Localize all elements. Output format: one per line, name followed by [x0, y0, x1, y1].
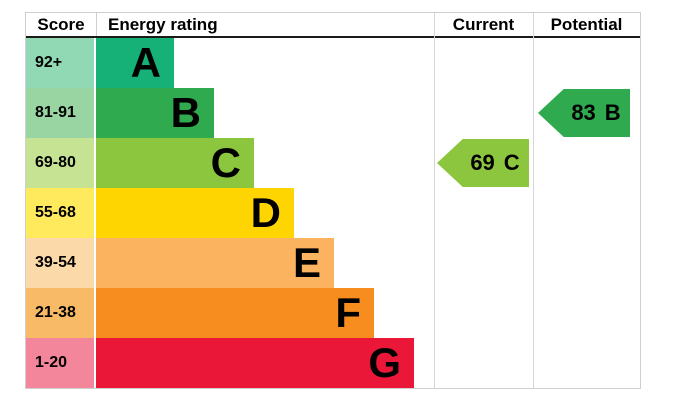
- score-range-label: 21-38: [26, 288, 94, 338]
- score-range-label: 92+: [26, 38, 94, 88]
- band-row-c: 69-80 C: [26, 138, 640, 188]
- potential-value: 83: [571, 100, 596, 125]
- band-bar-f: F: [96, 288, 374, 338]
- energy-rating-header: Energy rating: [108, 15, 218, 34]
- band-row-b: 81-91 B: [26, 88, 640, 138]
- energy-bands: 92+ A 81-91 B 69-80 C 55-68 D 39-54 E 21-38 F 1-20 G: [26, 38, 640, 388]
- score-range-label: 39-54: [26, 238, 94, 288]
- current-value: 69: [470, 150, 495, 175]
- score-range-label: 1-20: [26, 338, 94, 388]
- potential-header: Potential: [550, 15, 623, 34]
- potential-band-letter: B: [604, 100, 621, 125]
- band-bar-a: A: [96, 38, 174, 88]
- band-row-a: 92+ A: [26, 38, 640, 88]
- band-bar-c: C: [96, 138, 254, 188]
- column-divider-potential: [533, 13, 534, 388]
- header-divider: [96, 13, 97, 36]
- band-row-g: 1-20 G: [26, 338, 640, 388]
- epc-rating-chart: Score Energy rating Current Potential 92…: [25, 12, 641, 389]
- score-header: Score: [37, 15, 85, 34]
- band-row-f: 21-38 F: [26, 288, 640, 338]
- band-bar-e: E: [96, 238, 334, 288]
- current-band-letter: C: [503, 150, 520, 175]
- band-bar-d: D: [96, 188, 294, 238]
- score-range-label: 81-91: [26, 88, 94, 138]
- score-range-label: 69-80: [26, 138, 94, 188]
- header-row: Score Energy rating Current Potential: [26, 13, 640, 38]
- band-row-d: 55-68 D: [26, 188, 640, 238]
- band-bar-b: B: [96, 88, 214, 138]
- score-range-label: 55-68: [26, 188, 94, 238]
- current-header: Current: [452, 15, 515, 34]
- band-bar-g: G: [96, 338, 414, 388]
- column-divider-current: [434, 13, 435, 388]
- band-row-e: 39-54 E: [26, 238, 640, 288]
